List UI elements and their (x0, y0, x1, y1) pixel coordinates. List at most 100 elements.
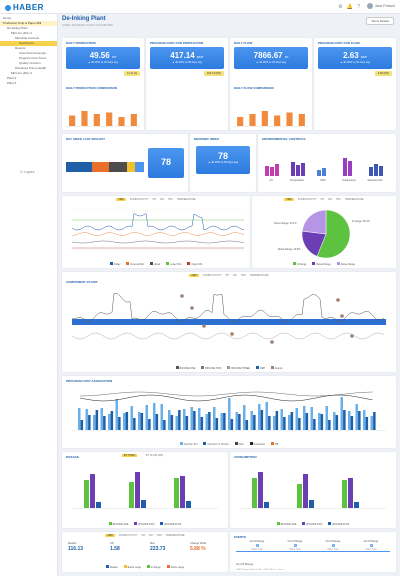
tab-temperature[interactable]: TEMPERATURE (165, 534, 185, 537)
legend-item: BIOCIDE ONE (276, 522, 296, 526)
cost-bar-flow (343, 410, 346, 430)
sidebar-item[interactable]: Plant 2 (7, 76, 17, 80)
tab-do[interactable]: DO (233, 274, 237, 277)
comparison-bar (237, 117, 244, 126)
comparison-bar (249, 114, 256, 126)
help-icon[interactable]: ? (357, 4, 360, 10)
sidebar-item[interactable]: Mill Line (DIL) 1 (11, 31, 33, 35)
breadcrumb[interactable]: HOME / DE-INKING PLANT / DASHBOARD (62, 24, 113, 27)
cost-bar-flow (103, 416, 106, 430)
env-label: Dissolved O2 (368, 179, 383, 182)
legend-swatch (166, 565, 170, 568)
tab-ph[interactable]: PH (225, 274, 230, 277)
sidebar-item[interactable]: Production Pulp & Paper Mill (0, 21, 57, 26)
tab-by-tons[interactable]: BY TONS (122, 454, 137, 457)
legend-swatch (146, 565, 150, 568)
dosage-bar (303, 474, 308, 508)
app-logo[interactable]: HABER (5, 3, 44, 12)
timeline-segment (92, 162, 110, 172)
settings-icon[interactable]: ⚙ (338, 4, 343, 10)
legend-swatch (179, 442, 183, 445)
tab-tds[interactable]: TDS (240, 274, 246, 277)
dosage-bar (129, 482, 134, 508)
tab-tds[interactable]: TDS (156, 534, 162, 537)
tab-by-flow[interactable]: BY FLOW (M3) (146, 454, 164, 457)
sidebar-item[interactable]: Reports (15, 46, 26, 50)
event-item[interactable]: Out Of Range Value Type (363, 540, 379, 551)
event-item[interactable]: Out Of Range Value Type (249, 540, 265, 551)
tab-temperature[interactable]: TEMPERATURE (176, 198, 196, 201)
env-label: pH (269, 179, 272, 182)
sidebar-item[interactable]: Plant 3 (7, 81, 17, 85)
status-badge: 163.74 ($/T) (203, 71, 224, 76)
tab-orp[interactable]: ORP (105, 534, 115, 537)
sidebar-item[interactable]: Quality of Action (19, 61, 41, 65)
sidebar-item[interactable]: Dissolved Pump Health (15, 66, 47, 70)
legend-item: Events (271, 366, 282, 370)
tab-ph[interactable]: PH (320, 198, 325, 201)
cost-bar-flow (133, 418, 136, 430)
kpi-card-program-cost-production: PROGRAM COST FOR PRODUCTION 417.14 $/MT ▲… (146, 38, 228, 130)
cost-bar-flow (163, 420, 166, 430)
tab-conductivity[interactable]: CONDUCTIVITY (129, 198, 149, 201)
tab-do[interactable]: DO (160, 198, 164, 201)
notification-icon[interactable]: 🔔 (346, 4, 354, 10)
env-bar (343, 158, 347, 176)
event-item[interactable]: Out Of Range Value Type (287, 540, 303, 551)
user-menu[interactable]: Jane Poesch (366, 3, 395, 9)
tab-orp[interactable]: ORP (116, 198, 126, 201)
legend-item: Forecast Min (126, 262, 144, 266)
sidebar-item[interactable]: De-Inking Plant (7, 26, 28, 30)
show-details-button[interactable]: Show Details (366, 17, 394, 25)
cost-bar-ton (258, 404, 261, 430)
tab-ph[interactable]: PH (141, 534, 146, 537)
tab-do[interactable]: DO (149, 534, 153, 537)
sidebar-item[interactable]: Mill Line (DIL) 2 (11, 71, 33, 75)
cost-bar-flow (80, 420, 84, 430)
legend-item: In Range (146, 565, 161, 569)
stats-card: ORP CONDUCTIVITY PH DO TDS TEMPERATURE Median… (62, 532, 228, 572)
legend-swatch (302, 522, 306, 525)
dosage-legend: BIOCIDE ONE BIOCIDE TWO BIOCIDE PLUS (62, 522, 228, 526)
env-label: ORP (320, 179, 326, 182)
cost-bar-flow (215, 418, 219, 430)
dosage-bar (141, 500, 146, 508)
cost-bar-ton (85, 409, 88, 430)
timeline-segment (109, 162, 127, 172)
tab-conductivity[interactable]: CONDUCTIVITY (118, 534, 138, 537)
event-dot (293, 544, 297, 547)
component-legend: BIOCIDE ONE BIOCIDE TWO BIOCIDE THREE ORP Ev… (62, 366, 396, 370)
tab-orp[interactable]: ORP (189, 274, 199, 277)
legend-item: BIOCIDE TWO (201, 366, 221, 370)
legend-item: Cost Per m³ of Flow (203, 442, 229, 446)
tab-ph[interactable]: PH (152, 198, 157, 201)
tab-temperature[interactable]: TEMPERATURE (249, 274, 269, 277)
cost-bar-flow (365, 417, 369, 430)
dosage-bar (354, 502, 359, 508)
cost-bar-ton (243, 405, 246, 430)
comparison-bar (261, 111, 268, 126)
tab-tds[interactable]: TDS (167, 198, 173, 201)
event-marker (230, 332, 234, 336)
biolout-card: DAY SINCE LAST BIOLOUT 78 (62, 134, 188, 192)
event-item[interactable]: Out Of Range Value Type (325, 540, 341, 551)
legend-swatch (166, 262, 170, 265)
logout-link[interactable]: ⏻ Logout (20, 170, 35, 174)
legend-swatch (271, 366, 275, 369)
tab-conductivity[interactable]: CONDUCTIVITY (297, 198, 317, 201)
tab-temperature[interactable]: TEMPERATURE (344, 198, 364, 201)
sidebar-item[interactable]: Program Cost Trend (19, 56, 47, 60)
sidebar-item[interactable]: Home (3, 16, 12, 20)
legend-swatch (109, 262, 113, 265)
tab-conductivity[interactable]: CONDUCTIVITY (202, 274, 222, 277)
legend-swatch (105, 565, 109, 568)
tab-do[interactable]: DO (328, 198, 332, 201)
sidebar-item[interactable]: Microbial Controls (15, 36, 40, 40)
sidebar-item[interactable]: Chemical Consumpt.. (19, 51, 48, 55)
status-badge: 3.00 ($/T) (374, 71, 392, 76)
env-bar (275, 164, 279, 176)
tab-tds[interactable]: TDS (335, 198, 341, 201)
tab-orp[interactable]: ORP (284, 198, 294, 201)
sidebar-item[interactable]: Dashboard (0, 41, 57, 46)
pie-slice (316, 210, 350, 258)
